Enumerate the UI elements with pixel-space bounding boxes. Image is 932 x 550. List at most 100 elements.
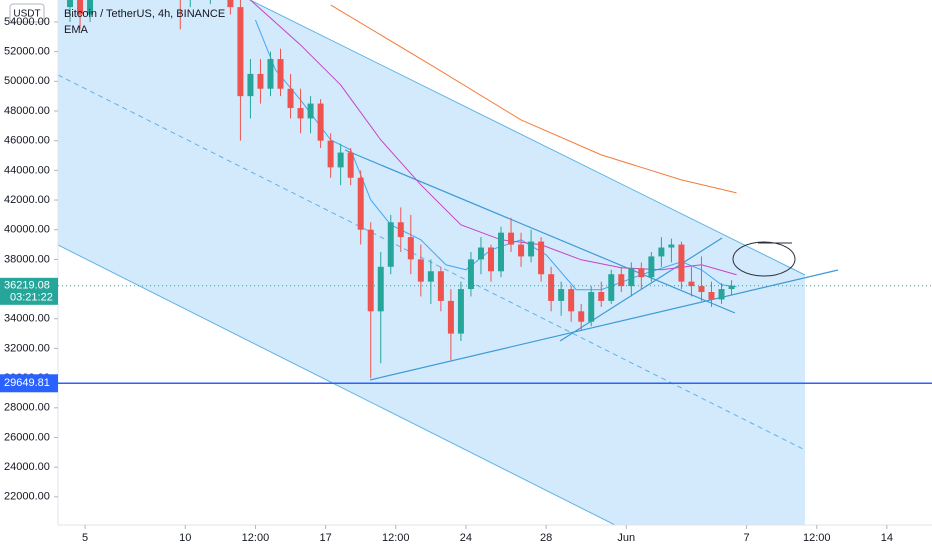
candle-body	[698, 286, 705, 293]
indicator-label: EMA	[64, 24, 89, 36]
countdown: 03:21:22	[10, 292, 53, 304]
candle-body	[337, 152, 344, 168]
candle-body	[377, 266, 384, 312]
x-tick-label: 12:00	[242, 532, 270, 544]
x-tick-label: 10	[179, 532, 191, 544]
y-tick-label: 52000.00	[4, 46, 50, 58]
y-tick-label: 44000.00	[4, 164, 50, 176]
currency: USDT	[13, 9, 40, 20]
candle-body	[367, 229, 374, 312]
y-tick-label: 50000.00	[4, 75, 50, 87]
currency-box[interactable]	[9, 3, 45, 23]
y-tick-label: 42000.00	[4, 194, 50, 206]
y-tick-label: 46000.00	[4, 135, 50, 147]
y-tick-label: 38000.00	[4, 253, 50, 265]
x-tick-label: 17	[319, 532, 331, 544]
y-tick-label: 48000.00	[4, 105, 50, 117]
horizontal-line-label: 29649.81	[4, 377, 50, 389]
candle-body	[528, 241, 535, 257]
y-tick-label: 24000.00	[4, 461, 50, 473]
candle-body	[77, 0, 84, 15]
x-tick-label: 12:00	[382, 532, 410, 544]
annotation	[732, 241, 796, 277]
x-tick-label: 14	[881, 532, 893, 544]
candle-body	[718, 289, 725, 300]
trend-line	[369, 269, 839, 381]
candle-body	[548, 274, 555, 301]
candle-body	[427, 271, 434, 282]
x-tick-label: 24	[460, 532, 472, 544]
candle-body	[658, 247, 665, 257]
candle-body	[508, 232, 515, 245]
candle-body	[477, 247, 484, 260]
candle-body	[668, 244, 675, 248]
channel-lower	[58, 244, 616, 525]
candle-body	[598, 292, 605, 301]
candle-body	[558, 289, 565, 301]
candle-body	[568, 289, 575, 312]
candle-body	[678, 244, 685, 282]
candle-body	[638, 268, 645, 278]
candle-body	[327, 140, 334, 168]
y-tick-label: 32000.00	[4, 342, 50, 354]
candle-body	[498, 232, 505, 272]
candle-body	[287, 88, 294, 109]
channel-upper	[248, 0, 806, 276]
x-tick-label: 7	[744, 532, 750, 544]
last-price-label: 36219.08	[4, 280, 50, 292]
candle-body	[437, 271, 444, 301]
candle-body	[688, 281, 695, 287]
candle-body	[588, 292, 595, 322]
candle-body	[307, 103, 314, 119]
candle-body	[357, 177, 364, 230]
candle-body	[87, 0, 94, 15]
candle-body	[648, 256, 655, 278]
candle-body	[457, 289, 464, 334]
candle-body	[447, 300, 454, 334]
circle-drawing	[732, 241, 796, 277]
candle-body	[247, 73, 254, 97]
candle-body	[608, 274, 615, 301]
candle-body	[347, 152, 354, 178]
channel-mid	[58, 74, 806, 451]
y-tick-label: 28000.00	[4, 402, 50, 414]
y-tick-label: 54000.00	[4, 16, 50, 28]
drawings	[58, 0, 839, 525]
y-tick-label: 26000.00	[4, 431, 50, 443]
candle-body	[267, 59, 274, 89]
candle-body	[417, 259, 424, 282]
y-tick-label: 22000.00	[4, 491, 50, 503]
ema-line	[254, 19, 737, 291]
x-tick-label: 5	[82, 532, 88, 544]
x-tick-label: 28	[540, 532, 552, 544]
candle-body	[538, 241, 545, 275]
ema-line	[330, 4, 737, 194]
candle-body	[237, 7, 244, 97]
candle-body	[67, 0, 74, 8]
y-tick-label: 40000.00	[4, 224, 50, 236]
y-tick-label: 34000.00	[4, 313, 50, 325]
candle-body	[618, 274, 625, 287]
candle-body	[297, 108, 304, 119]
candle-body	[467, 259, 474, 290]
candle-body	[277, 59, 284, 89]
candle-body	[628, 268, 635, 287]
chart-title: Bitcoin / TetherUS, 4h, BINANCE	[64, 8, 225, 20]
x-tick-label: 12:00	[803, 532, 831, 544]
candle-body	[487, 247, 494, 272]
candle-body	[227, 0, 234, 8]
candle-body	[387, 222, 394, 267]
x-tick-label: Jun	[617, 532, 635, 544]
candle-body	[397, 222, 404, 238]
candle-body	[728, 285, 735, 290]
trend-line	[559, 237, 723, 342]
candle-body	[257, 73, 264, 89]
last-price-label-bg	[0, 277, 58, 305]
candle-body	[317, 103, 324, 141]
candle-body	[708, 292, 715, 300]
horizontal-line-label-bg	[0, 374, 58, 393]
candle-body	[407, 237, 414, 260]
candle-body	[578, 311, 585, 322]
candle-body	[518, 244, 525, 257]
